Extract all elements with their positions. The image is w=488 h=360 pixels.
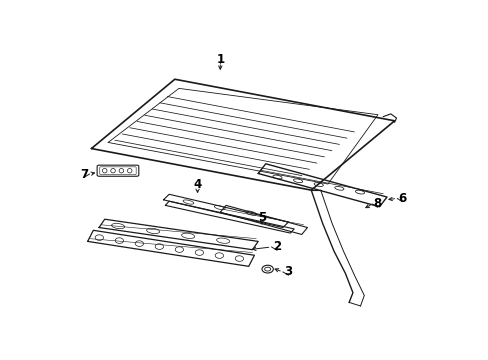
Text: 6: 6 xyxy=(397,192,406,205)
Text: 8: 8 xyxy=(373,198,381,211)
Text: 1: 1 xyxy=(216,53,224,66)
Text: 4: 4 xyxy=(193,178,201,191)
Text: 2: 2 xyxy=(272,240,281,253)
Text: 7: 7 xyxy=(80,167,88,180)
Text: 5: 5 xyxy=(257,211,265,224)
Text: 3: 3 xyxy=(284,265,292,278)
